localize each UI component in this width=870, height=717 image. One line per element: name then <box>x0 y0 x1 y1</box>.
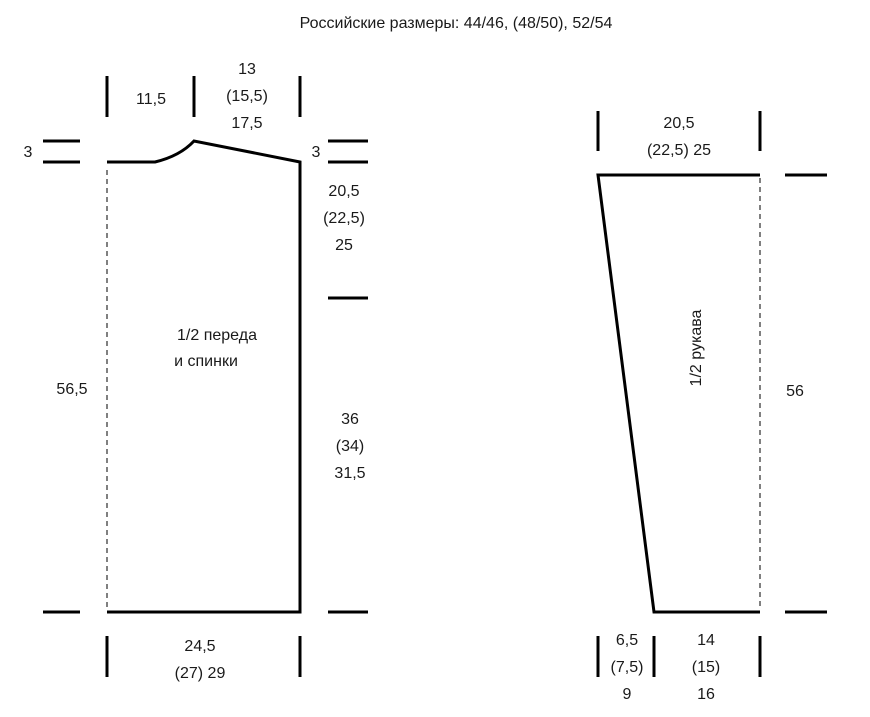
sleeve-bottom-left-label-3: 9 <box>622 686 632 703</box>
right-drop-label: 3 <box>311 144 321 161</box>
side-length-label-2: (34) <box>335 438 365 455</box>
body-piece-name-line1: 1/2 переда <box>177 327 257 344</box>
sleeve-top-width-label-2: (22,5) 25 <box>646 142 712 159</box>
page-title: Российские размеры: 44/46, (48/50), 52/5… <box>299 15 613 32</box>
body-piece-name-line2: и спинки <box>174 353 238 370</box>
armhole-depth-label-3: 25 <box>335 237 353 254</box>
bottom-width-label-2: (27) 29 <box>174 665 226 682</box>
sleeve-bottom-right-label-2: (15) <box>691 659 721 676</box>
sleeve-piece-name: 1/2 рукава <box>688 309 705 387</box>
armhole-depth-label-2: (22,5) <box>323 210 365 227</box>
neck-width-label-3: 17,5 <box>231 115 263 132</box>
sleeve-bottom-left-label-1: 6,5 <box>615 632 639 649</box>
left-drop-label: 3 <box>23 144 33 161</box>
side-length-label-1: 36 <box>341 411 359 428</box>
sleeve-outline <box>596 173 760 614</box>
bottom-width-label-1: 24,5 <box>184 638 216 655</box>
total-length-label: 56,5 <box>56 381 88 398</box>
side-length-label-3: 31,5 <box>334 465 366 482</box>
neck-width-label-1: 13 <box>238 61 256 78</box>
body-outline <box>107 139 302 614</box>
sleeve-bottom-right-label-1: 14 <box>697 632 715 649</box>
sleeve-length-label: 56 <box>786 383 804 400</box>
neck-width-label-2: (15,5) <box>226 88 268 105</box>
sleeve-bottom-right-label-3: 16 <box>697 686 715 703</box>
sleeve-bottom-left-label-2: (7,5) <box>610 659 644 676</box>
shoulder-width-label: 11,5 <box>136 91 166 108</box>
sleeve-top-width-label-1: 20,5 <box>663 115 695 132</box>
armhole-depth-label-1: 20,5 <box>328 183 360 200</box>
